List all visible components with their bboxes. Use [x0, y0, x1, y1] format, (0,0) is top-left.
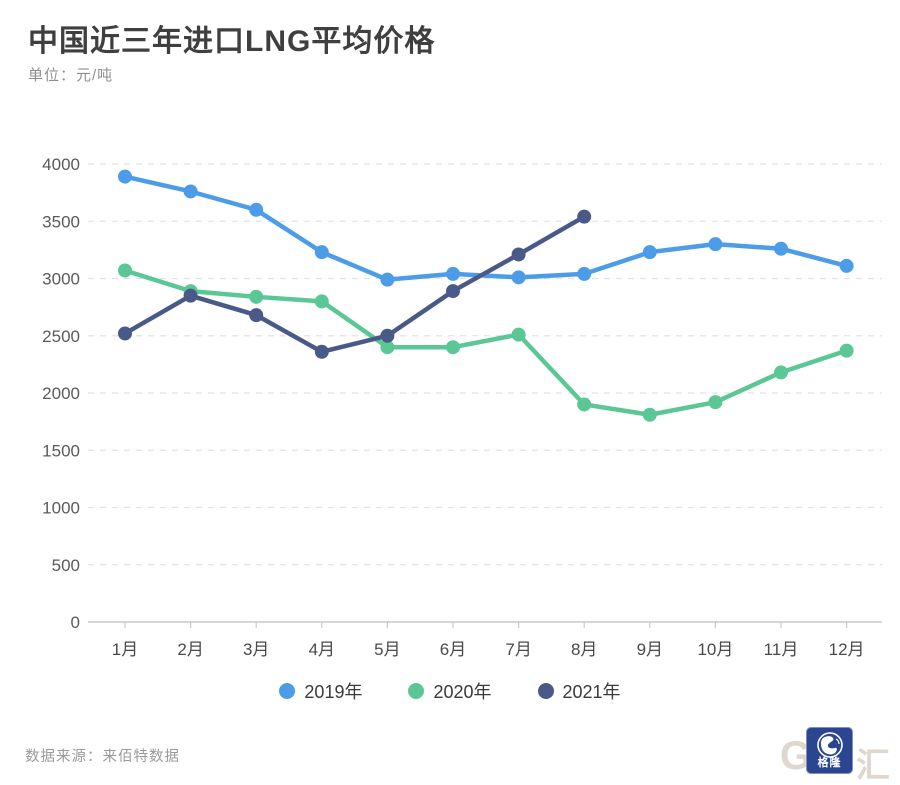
data-point-2020年 [118, 263, 132, 278]
y-axis-label: 3000 [42, 270, 80, 289]
line-chart-svg: 0 500 1000 1500 2000 2500 3000 3500 4000 1月 2月 3月 4月… [42, 155, 882, 659]
logo-text: 格隆 [817, 757, 842, 769]
legend-item-2020年[interactable]: 2020年 [408, 678, 492, 704]
data-point-2020年 [708, 395, 723, 410]
data-point-2020年 [511, 327, 526, 342]
x-axis-label: 12月 [829, 640, 865, 659]
x-axis-label: 9月 [637, 640, 663, 659]
data-point-2020年 [577, 397, 592, 412]
data-point-2020年 [249, 289, 264, 304]
data-point-2019年 [183, 184, 198, 199]
data-point-2019年 [118, 169, 132, 184]
y-axis-label: 2000 [42, 384, 80, 403]
chart-unit-subtitle: 单位：元/吨 [28, 67, 114, 84]
gelonghui-watermark: G 格隆 汇 [780, 722, 890, 785]
y-axis-label: 4000 [42, 155, 80, 174]
data-point-2021年 [118, 326, 132, 341]
data-point-2021年 [577, 209, 592, 224]
y-axis-label: 2500 [42, 327, 80, 346]
y-axis-label: 1500 [42, 441, 80, 460]
data-point-2021年 [249, 308, 264, 323]
data-point-2020年 [380, 340, 395, 355]
x-axis-label: 7月 [505, 640, 531, 659]
data-point-2019年 [314, 245, 329, 260]
x-axis-label: 1月 [112, 640, 138, 659]
legend-item-2019年[interactable]: 2019年 [279, 678, 362, 704]
watermark-letter-g: G [780, 734, 812, 778]
data-point-2021年 [183, 288, 198, 303]
legend-dot [537, 683, 554, 699]
x-axis-label: 3月 [243, 640, 269, 659]
x-axis-label: 5月 [374, 640, 400, 659]
data-point-2019年 [446, 266, 460, 281]
data-point-2021年 [446, 284, 460, 299]
legend-label: 2020年 [433, 682, 492, 702]
data-point-2019年 [577, 266, 592, 281]
data-point-2019年 [774, 241, 788, 256]
gelonghui-logo: 格隆 [806, 727, 853, 774]
x-axis-label: 11月 [764, 640, 799, 659]
data-point-2020年 [314, 294, 329, 309]
legend-dot [408, 683, 425, 699]
data-point-2020年 [839, 343, 854, 358]
data-point-2019年 [839, 258, 854, 273]
data-point-2020年 [446, 340, 460, 355]
watermark-letter-hui: 汇 [856, 747, 890, 785]
data-point-2021年 [314, 344, 329, 359]
series-line-2019年 [122, 174, 849, 282]
legend-dot [279, 683, 296, 699]
globe-icon [816, 732, 843, 758]
data-point-2021年 [380, 328, 395, 343]
data-point-2019年 [249, 202, 264, 217]
x-axis-label: 10月 [697, 640, 733, 659]
data-point-2019年 [708, 237, 723, 252]
data-point-2019年 [642, 245, 657, 260]
y-axis-label: 500 [52, 556, 80, 575]
y-axis-label: 1000 [42, 499, 80, 518]
series-line-2021年 [122, 214, 587, 355]
data-point-2021年 [511, 247, 526, 262]
data-point-2019年 [511, 270, 526, 285]
legend-item-2021年[interactable]: 2021年 [537, 678, 621, 704]
x-axis-label: 8月 [571, 640, 597, 659]
legend-label: 2021年 [562, 682, 621, 702]
y-axis-label: 0 [71, 613, 80, 632]
line-chart: 0 500 1000 1500 2000 2500 3000 3500 4000 1月 2月 3月 4月… [0, 120, 900, 680]
data-point-2020年 [774, 365, 788, 380]
x-axis-label: 2月 [177, 640, 203, 659]
chart-legend: 2019年 2020年 2021年 [0, 678, 900, 704]
data-point-2019年 [380, 272, 395, 287]
x-axis-label: 6月 [440, 640, 466, 659]
chart-title: 中国近三年进口LNG平均价格 [28, 25, 436, 58]
y-axis-label: 3500 [42, 212, 80, 231]
x-axis-label: 4月 [309, 640, 335, 659]
data-source-note: 数据来源：来佰特数据 [25, 749, 180, 765]
legend-label: 2019年 [304, 682, 363, 702]
series-line-2020年 [122, 268, 849, 418]
data-point-2020年 [642, 407, 657, 422]
